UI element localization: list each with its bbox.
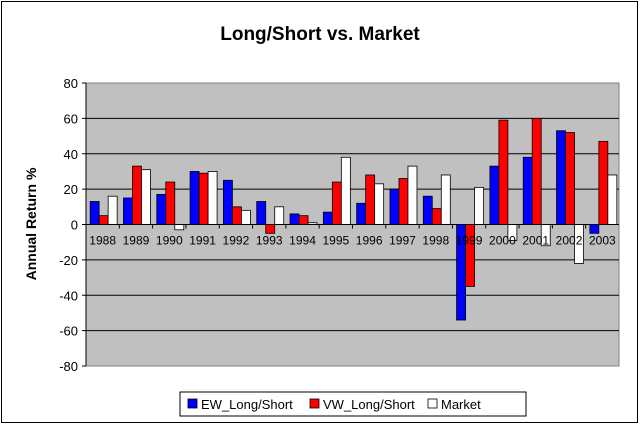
y-tick-label: -80	[59, 359, 78, 374]
y-tick-label: -40	[59, 288, 78, 303]
x-tick-label: 1999	[456, 234, 483, 248]
bar	[174, 224, 185, 231]
x-tick-label: 2003	[589, 234, 616, 248]
bar	[331, 181, 342, 225]
bar	[289, 213, 300, 225]
bar	[256, 201, 267, 225]
x-tick-label: 1998	[422, 234, 449, 248]
bar	[489, 165, 500, 225]
y-tick-label: 40	[64, 147, 78, 162]
y-tick-label: -60	[59, 324, 78, 339]
y-tick-label: 0	[71, 218, 78, 233]
x-tick-label: 1989	[123, 234, 150, 248]
bar	[189, 171, 200, 225]
x-tick-label: 2000	[489, 234, 516, 248]
bar	[98, 215, 109, 225]
x-tick-label: 1988	[89, 234, 116, 248]
bar	[607, 174, 618, 225]
bar	[389, 188, 400, 225]
bar	[498, 119, 509, 225]
x-tick-label: 2002	[556, 234, 583, 248]
bar	[223, 179, 233, 225]
legend-swatch	[427, 398, 438, 409]
bar	[589, 224, 600, 234]
bar	[165, 181, 176, 225]
bar	[522, 156, 533, 225]
bar	[298, 215, 309, 225]
bar	[431, 208, 442, 225]
bar	[232, 206, 242, 225]
x-tick-label: 1996	[356, 234, 383, 248]
bar	[374, 183, 385, 225]
bar	[89, 201, 100, 225]
y-tick-label: 60	[64, 111, 78, 126]
x-tick-label: 1992	[223, 234, 250, 248]
bar	[274, 206, 285, 225]
bar	[556, 130, 566, 225]
y-tick-label: 80	[64, 76, 78, 91]
bar	[565, 132, 575, 225]
bar	[440, 174, 451, 225]
bar	[531, 117, 542, 225]
legend-label: VW_Long/Short	[323, 397, 415, 412]
legend-swatch	[309, 398, 320, 409]
bar	[107, 195, 118, 225]
legend-swatch	[187, 398, 198, 409]
bar	[198, 172, 209, 225]
plot-area: 80 60 40 20 0 -20 -40 -60 -80 1988 1989 1990 1991 199…	[59, 76, 620, 374]
legend-label: EW_Long/Short	[201, 397, 293, 412]
bar	[132, 165, 142, 225]
bar	[340, 156, 351, 225]
bar	[207, 171, 218, 225]
legend: EW_Long/Short VW_Long/Short Market	[179, 391, 527, 417]
bar	[398, 178, 409, 225]
bar	[141, 169, 151, 225]
bar	[265, 224, 276, 234]
bar	[241, 209, 251, 225]
x-tick-label: 1994	[289, 234, 316, 248]
bar	[123, 197, 133, 225]
x-tick-label: 1990	[156, 234, 183, 248]
bar	[156, 194, 167, 225]
bar	[474, 186, 484, 225]
legend-box	[179, 391, 527, 417]
bar	[356, 202, 367, 225]
x-tick-label: 1993	[256, 234, 283, 248]
y-tick-label: -20	[59, 253, 78, 268]
bar	[407, 165, 418, 225]
y-tick-label: 20	[64, 182, 78, 197]
bar	[422, 195, 433, 225]
y-axis-label: Annual Return %	[23, 167, 39, 280]
bar	[365, 174, 376, 225]
chart-title: Long/Short vs. Market	[220, 24, 420, 45]
x-tick-label: 2001	[522, 234, 549, 248]
legend-label: Market	[441, 397, 481, 412]
x-tick-label: 1991	[189, 234, 216, 248]
bar	[598, 140, 609, 225]
bar	[322, 211, 333, 225]
x-tick-label: 1997	[389, 234, 416, 248]
x-tick-label: 1995	[322, 234, 349, 248]
